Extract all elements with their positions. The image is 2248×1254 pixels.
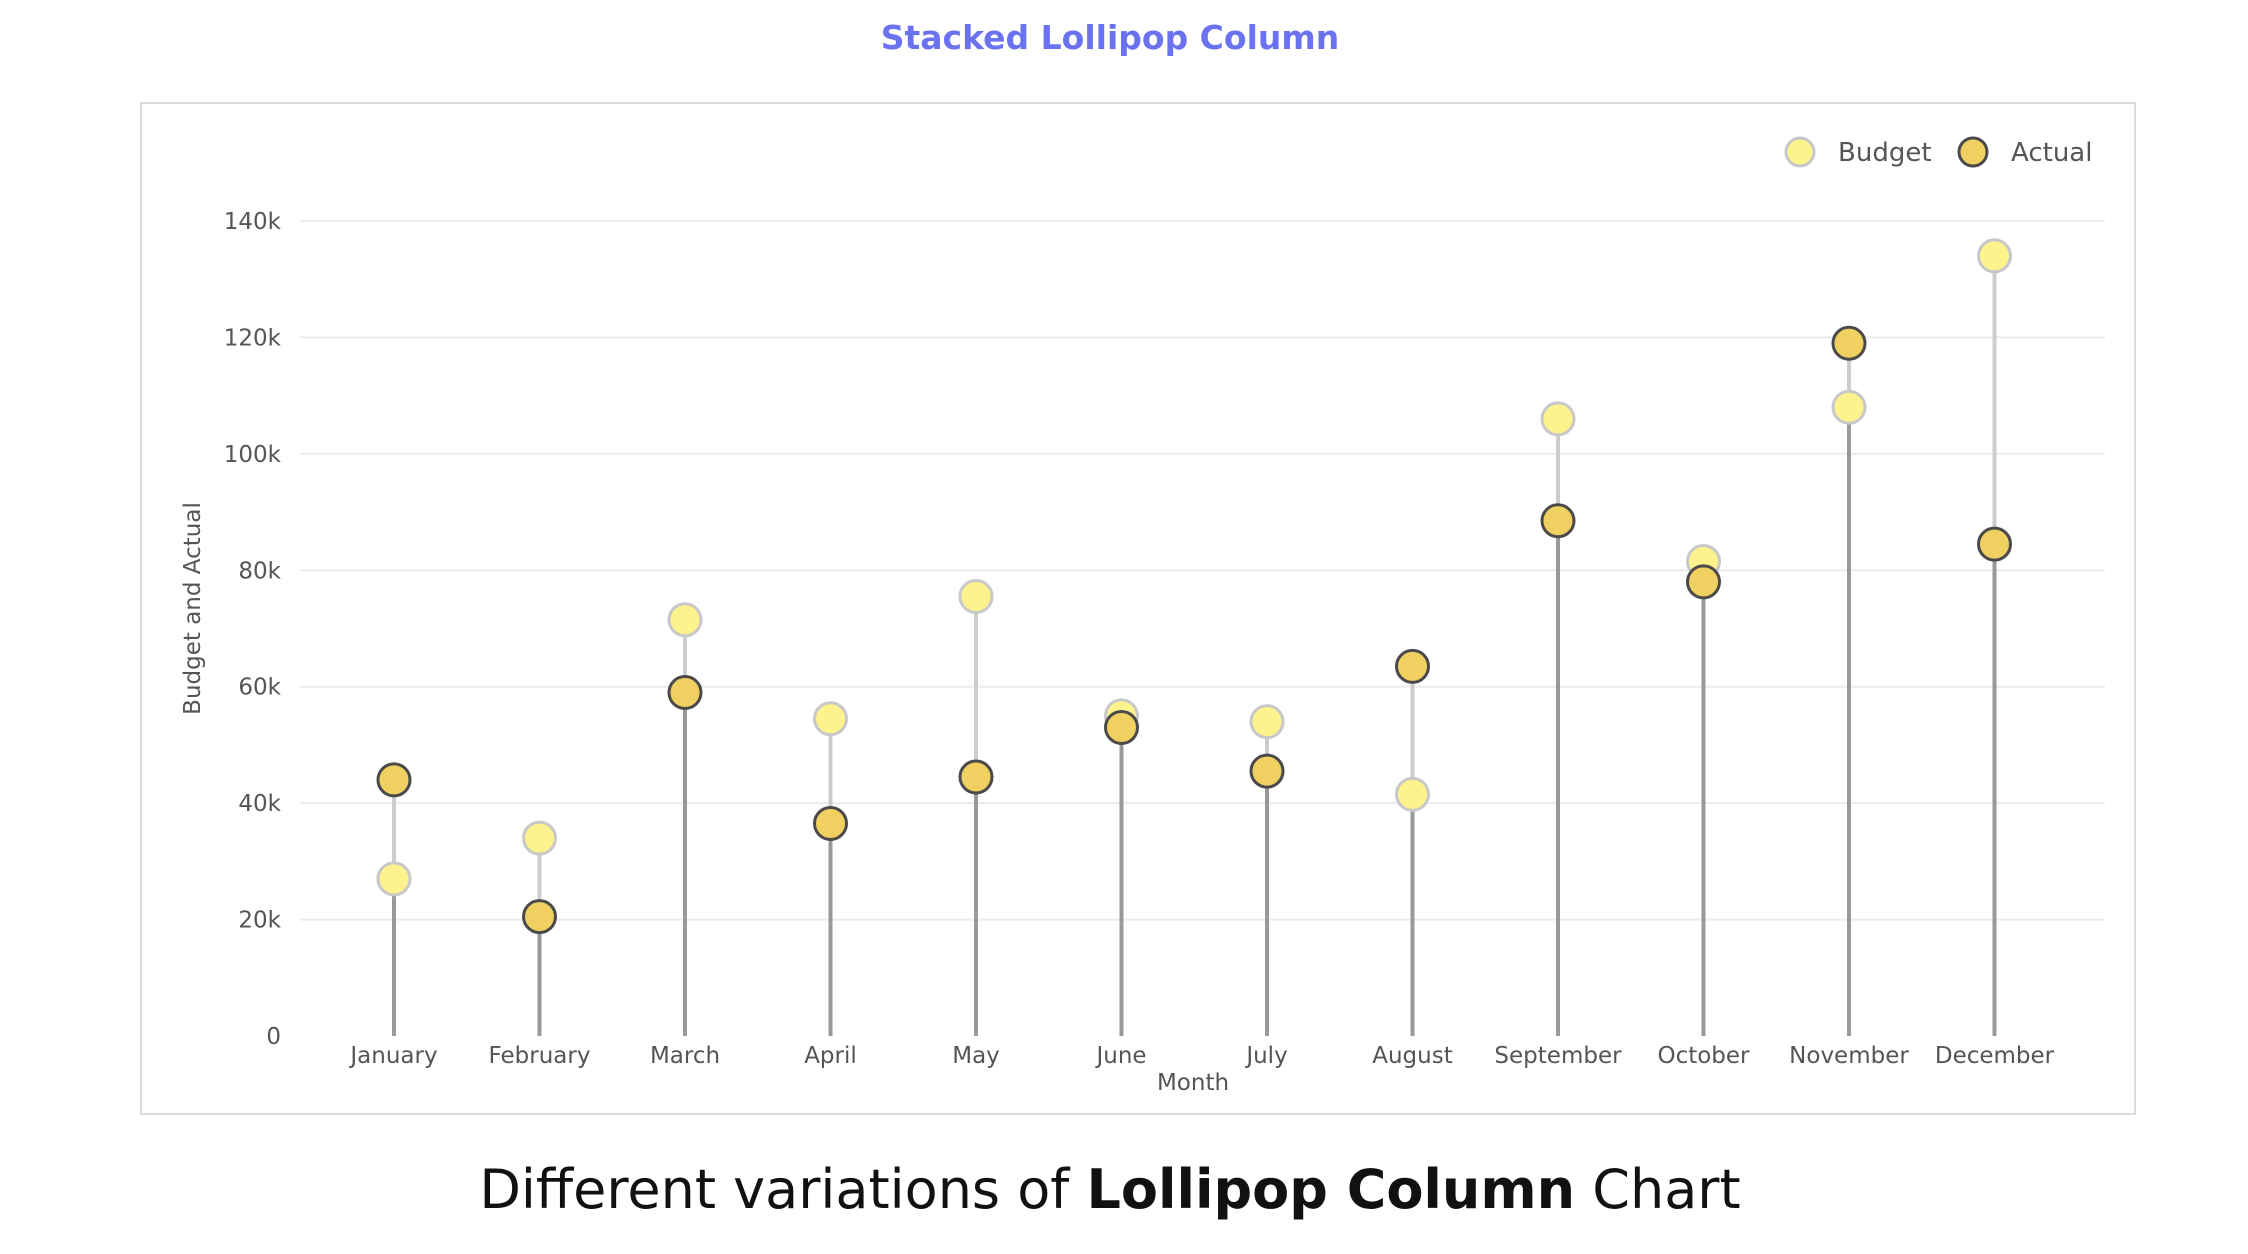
figure-caption: Different variations of Lollipop Column … xyxy=(0,1158,2220,1221)
x-tick-label: January xyxy=(348,1043,437,1069)
caption-prefix: Different variations of xyxy=(479,1158,1087,1221)
y-tick-label: 140k xyxy=(224,209,282,235)
x-tick-label: May xyxy=(952,1043,1000,1069)
x-tick-label: July xyxy=(1244,1043,1287,1069)
actual-marker xyxy=(1104,709,1139,745)
y-tick-label: 120k xyxy=(224,325,282,351)
x-tick-label: September xyxy=(1494,1043,1622,1069)
y-tick-label: 60k xyxy=(238,675,281,701)
legend-budget-swatch xyxy=(1784,136,1816,168)
actual-marker xyxy=(667,675,703,711)
gridlines xyxy=(300,220,2105,921)
budget-marker xyxy=(1977,238,2012,274)
legend-actual-label: Actual xyxy=(2011,138,2092,168)
legend-budget-label: Budget xyxy=(1838,138,1932,168)
budget-marker xyxy=(1395,776,1430,812)
budget-marker xyxy=(667,602,703,638)
y-axis-title: Budget and Actual xyxy=(180,502,206,715)
y-tick-label: 40k xyxy=(238,791,281,817)
caption-suffix: Chart xyxy=(1575,1158,1741,1221)
y-tick-label: 100k xyxy=(224,442,282,468)
x-tick-label: March xyxy=(650,1043,720,1069)
actual-marker xyxy=(813,806,848,842)
markers xyxy=(376,238,2012,935)
x-tick-label: April xyxy=(804,1043,857,1069)
actual-marker xyxy=(522,899,557,935)
y-tick-label: 80k xyxy=(238,558,281,584)
actual-marker xyxy=(376,762,412,798)
legend-actual-swatch xyxy=(1957,136,1989,168)
budget-marker xyxy=(1249,704,1285,740)
y-tick-label: 20k xyxy=(238,908,281,934)
actual-marker xyxy=(1395,648,1430,684)
x-tick-label: October xyxy=(1657,1043,1750,1069)
actual-marker xyxy=(1831,325,1867,361)
chart-title: Stacked Lollipop Column xyxy=(880,18,1340,57)
caption-bold: Lollipop Column xyxy=(1086,1158,1576,1221)
x-tick-label: December xyxy=(1935,1043,2055,1069)
x-axis-title: Month xyxy=(1157,1070,1229,1096)
budget-marker xyxy=(958,578,994,614)
budget-marker xyxy=(813,701,848,737)
x-tick-label: November xyxy=(1789,1043,1909,1069)
legend: Budget Actual xyxy=(1784,136,2092,168)
x-tick-label: June xyxy=(1094,1043,1146,1069)
budget-marker xyxy=(376,861,412,897)
budget-marker xyxy=(522,820,557,856)
chart-frame xyxy=(140,102,2136,1115)
y-tick-label: 0 xyxy=(266,1024,281,1050)
actual-marker xyxy=(958,759,994,795)
budget-marker xyxy=(1831,389,1867,425)
budget-marker xyxy=(1540,401,1576,437)
axes: 0 20k 40k 60k 80k 100k 120k 140k Budget and Actu… xyxy=(180,209,2055,1096)
x-tick-label: February xyxy=(489,1043,591,1069)
actual-marker xyxy=(1686,564,1721,600)
x-tick-label: August xyxy=(1372,1043,1453,1069)
actual-marker xyxy=(1977,526,2012,562)
actual-marker xyxy=(1540,503,1576,539)
actual-marker xyxy=(1249,753,1285,789)
